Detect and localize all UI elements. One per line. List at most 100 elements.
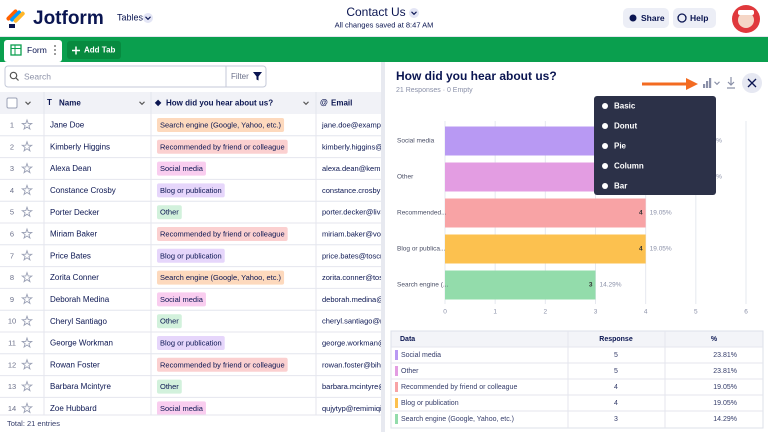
email-cell: price.bates@toscmail.com <box>322 251 410 260</box>
data-percent: 14.29% <box>713 416 737 423</box>
row-number: 7 <box>10 251 14 260</box>
column-header[interactable]: Name <box>59 99 81 108</box>
star[interactable] <box>20 402 34 414</box>
x-tick-label: 4 <box>644 309 648 316</box>
star[interactable] <box>20 380 34 392</box>
chart-type-icon[interactable] <box>709 78 712 88</box>
column-header[interactable]: Email <box>331 99 352 108</box>
answer-tag <box>157 118 285 132</box>
answer-tag <box>157 227 288 241</box>
logo-mark <box>9 24 15 28</box>
percent-label: 19.05% <box>650 246 672 253</box>
color-swatch <box>395 366 398 376</box>
data-response: 4 <box>614 400 618 407</box>
footer <box>0 415 385 432</box>
color-swatch <box>395 414 398 424</box>
column-menu <box>139 101 145 106</box>
email-cell: cheryl.santiago@mail.com <box>322 317 410 326</box>
tab-bar <box>0 37 768 62</box>
color-swatch <box>395 350 398 360</box>
tables-dropdown[interactable] <box>143 13 153 23</box>
answer-tag-label: Social media <box>160 164 204 173</box>
add-tab-label: Add Tab <box>84 46 116 55</box>
column-header[interactable]: How did you hear about us? <box>166 99 273 108</box>
panel-subtitle: 21 Responses · 0 Empty <box>396 87 473 94</box>
star[interactable] <box>20 184 34 196</box>
data-percent: 23.81% <box>713 352 737 359</box>
email-cell: kimberly.higgins@mail.com <box>322 142 413 151</box>
data-table-header <box>391 331 763 347</box>
chevron <box>145 16 151 21</box>
star[interactable] <box>20 118 34 131</box>
star[interactable] <box>20 249 34 261</box>
name-cell: Kimberly Higgins <box>50 142 110 151</box>
color-swatch <box>395 382 398 392</box>
help-button[interactable] <box>673 8 716 28</box>
form-title[interactable]: Contact Us <box>346 5 405 19</box>
star[interactable] <box>20 227 34 240</box>
menu-icon <box>602 143 608 149</box>
star[interactable] <box>20 140 34 152</box>
answer-tag-label: Other <box>160 382 179 391</box>
menu-item[interactable]: Bar <box>614 182 627 191</box>
menu-item[interactable]: Pie <box>614 142 627 151</box>
answer-tag-label: Social media <box>160 404 204 413</box>
star[interactable] <box>20 205 34 218</box>
category-label: Social media <box>397 138 435 145</box>
add-tab-button[interactable] <box>67 41 121 59</box>
name-cell: Porter Decker <box>50 208 100 217</box>
answer-tag <box>157 270 285 285</box>
chart-type-icon[interactable] <box>703 84 706 88</box>
star[interactable] <box>20 162 34 174</box>
category-label: Other <box>397 174 414 181</box>
value-label: 3 <box>589 282 593 289</box>
tables-menu[interactable]: Tables <box>117 12 144 22</box>
email-cell: miriam.baker@vokmail.com <box>322 229 415 238</box>
answer-tag-label: Recommended by friend or colleague <box>160 360 285 369</box>
menu-item[interactable]: Basic <box>614 102 636 111</box>
tab-menu-dot <box>54 45 56 47</box>
data-percent: 19.05% <box>713 400 737 407</box>
name-cell: George Workman <box>50 339 113 348</box>
data-percent: 19.05% <box>713 384 737 391</box>
name-cell: Jane Doe <box>50 121 85 130</box>
row-number: 3 <box>10 164 14 173</box>
menu-item[interactable]: Column <box>614 162 644 171</box>
menu-item[interactable]: Donut <box>614 122 637 131</box>
star[interactable] <box>20 271 34 283</box>
percent-label: 14.29% <box>600 282 622 289</box>
name-cell: Cheryl Santiago <box>50 317 107 326</box>
answer-tag <box>157 292 206 307</box>
star[interactable] <box>20 314 34 327</box>
star[interactable] <box>20 358 34 370</box>
share-label: Share <box>641 13 665 23</box>
select-all[interactable] <box>6 97 18 109</box>
answer-tag <box>157 379 182 394</box>
filter-button[interactable]: Filter <box>231 72 249 81</box>
name-cell: Rowan Foster <box>50 360 100 369</box>
menu-icon <box>602 163 608 169</box>
chart-type-icon[interactable] <box>706 81 709 88</box>
data-table-column: % <box>711 336 718 343</box>
name-cell: Zorita Conner <box>50 273 99 282</box>
panel-shadow <box>381 62 385 432</box>
close-icon <box>747 78 757 88</box>
star[interactable] <box>20 336 34 349</box>
annotation-arrow-head <box>686 78 698 90</box>
data-label: Blog or publication <box>401 400 459 407</box>
answer-tag-label: Recommended by friend or colleague <box>160 229 285 238</box>
data-label: Recommended by friend or colleague <box>401 384 517 391</box>
share-button[interactable] <box>623 8 669 28</box>
star[interactable] <box>20 293 34 305</box>
answer-tag <box>157 357 288 372</box>
data-table-column: Response <box>599 336 633 343</box>
email-cell: alexa.dean@kem.com <box>322 164 397 173</box>
email-cell: george.workman@mail.com <box>322 338 415 347</box>
search-box[interactable] <box>4 65 267 88</box>
plus-icon <box>72 46 80 55</box>
download-icon[interactable] <box>727 77 735 89</box>
email-cell: qujytyp@remimiqi.com <box>322 404 398 413</box>
data-response: 3 <box>614 416 618 423</box>
value-label: 4 <box>639 210 643 217</box>
title-dropdown[interactable] <box>409 8 419 18</box>
